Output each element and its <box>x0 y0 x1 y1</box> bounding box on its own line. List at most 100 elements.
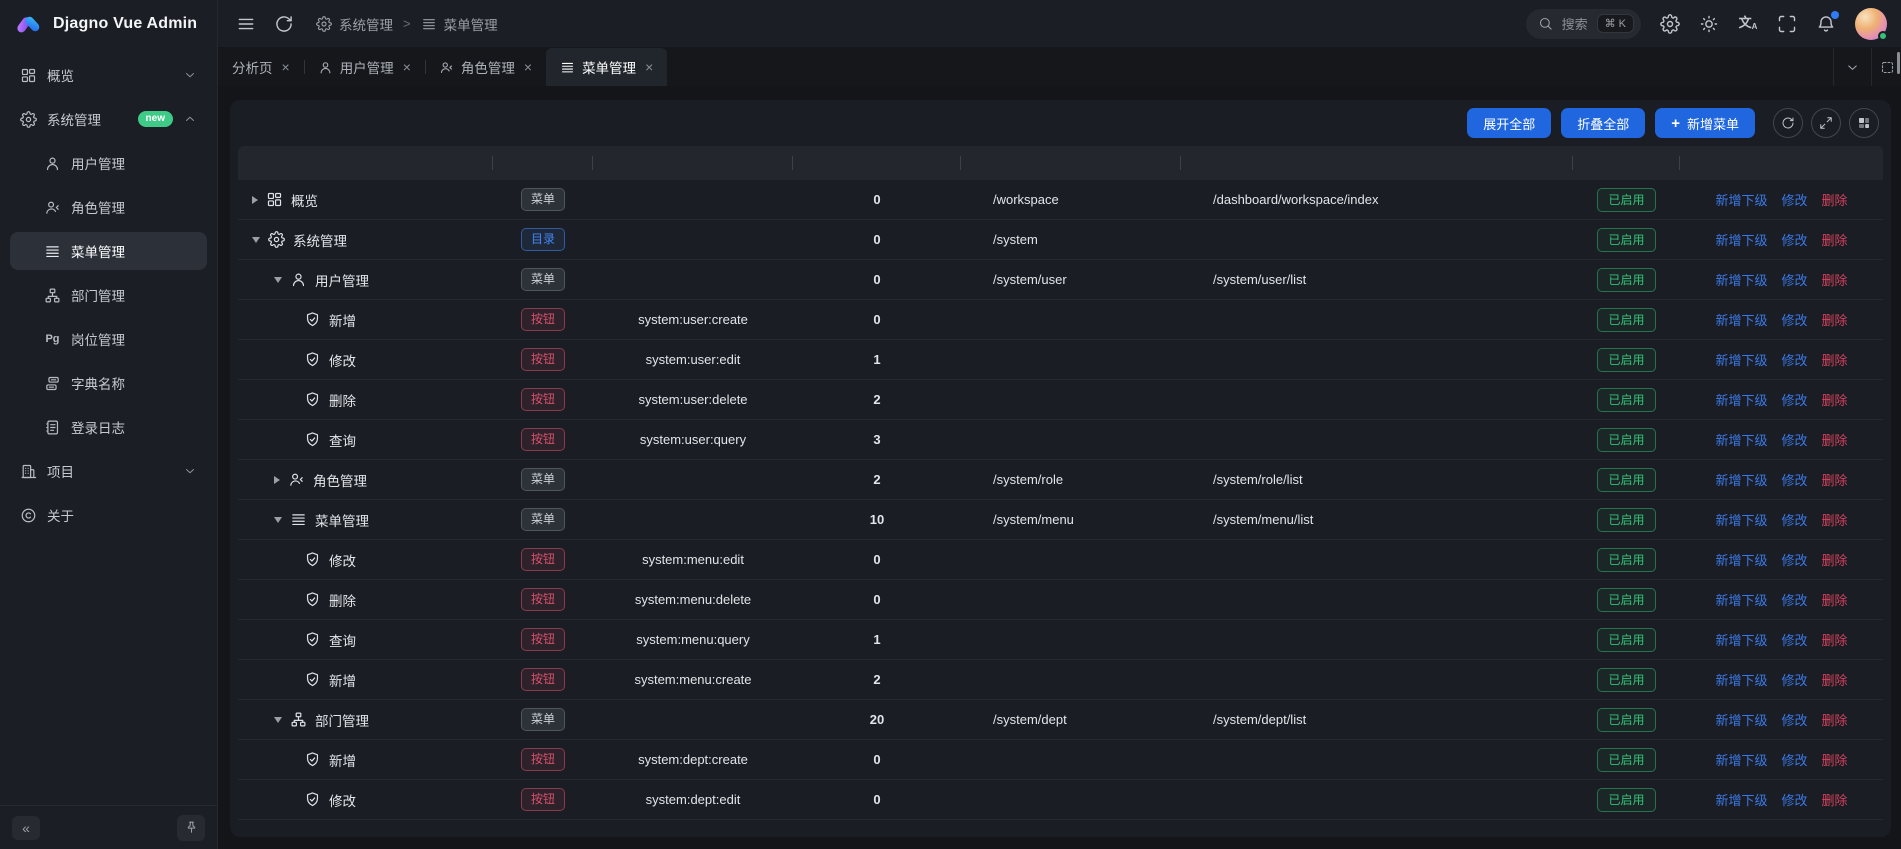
sidebar-item[interactable]: 菜单管理 <box>10 232 207 270</box>
add-child-link[interactable]: 新增下级 <box>1715 230 1767 249</box>
edit-link[interactable]: 修改 <box>1781 270 1807 289</box>
app-logo[interactable]: Djagno Vue Admin <box>0 0 217 48</box>
tab[interactable]: 分析页 × <box>218 48 304 86</box>
edit-link[interactable]: 修改 <box>1781 670 1807 689</box>
tree-toggle-icon[interactable] <box>252 196 258 204</box>
tab-list-dropdown-button[interactable] <box>1833 48 1871 86</box>
sidebar-item[interactable]: 系统管理 new <box>10 100 207 138</box>
table-row[interactable]: 概览 菜单 0 /workspace /dashboard/workspace/… <box>238 180 1883 220</box>
tree-toggle-icon[interactable] <box>274 277 282 283</box>
sidebar-item[interactable]: 登录日志 <box>10 408 207 446</box>
table-row[interactable]: 查询 按钮 system:user:query 3 已启用 <box>238 420 1883 460</box>
tab-close-icon[interactable]: × <box>403 60 411 74</box>
edit-link[interactable]: 修改 <box>1781 350 1807 369</box>
delete-link[interactable]: 删除 <box>1822 670 1848 689</box>
fullscreen-button[interactable] <box>1777 14 1797 34</box>
table-row[interactable]: 新增 按钮 system:dept:create 0 已启用 <box>238 740 1883 780</box>
sidebar-item[interactable]: 项目 <box>10 452 207 490</box>
edit-link[interactable]: 修改 <box>1781 190 1807 209</box>
collapse-all-button[interactable]: 折叠全部 <box>1561 108 1645 138</box>
sidebar-pin-button[interactable] <box>177 815 205 841</box>
table-row[interactable]: 修改 按钮 system:user:edit 1 已启用 <box>238 340 1883 380</box>
language-button[interactable]: 文A <box>1738 14 1758 34</box>
add-child-link[interactable]: 新增下级 <box>1715 390 1767 409</box>
delete-link[interactable]: 删除 <box>1822 630 1848 649</box>
refresh-table-button[interactable] <box>1773 108 1803 138</box>
notifications-button[interactable] <box>1816 14 1836 34</box>
breadcrumb-item[interactable]: 系统管理 <box>316 14 393 34</box>
edit-link[interactable]: 修改 <box>1781 630 1807 649</box>
delete-link[interactable]: 删除 <box>1822 310 1848 329</box>
add-child-link[interactable]: 新增下级 <box>1715 670 1767 689</box>
table-row[interactable]: 菜单管理 菜单 10 /system/menu /system/menu/lis… <box>238 500 1883 540</box>
delete-link[interactable]: 删除 <box>1822 510 1848 529</box>
add-child-link[interactable]: 新增下级 <box>1715 470 1767 489</box>
column-settings-button[interactable] <box>1849 108 1879 138</box>
add-child-link[interactable]: 新增下级 <box>1715 350 1767 369</box>
table-row[interactable]: 新增 按钮 system:user:create 0 已启用 <box>238 300 1883 340</box>
add-child-link[interactable]: 新增下级 <box>1715 590 1767 609</box>
delete-link[interactable]: 删除 <box>1822 190 1848 209</box>
tab-close-icon[interactable]: × <box>282 60 290 74</box>
add-child-link[interactable]: 新增下级 <box>1715 790 1767 809</box>
sidebar-item[interactable]: 部门管理 <box>10 276 207 314</box>
tab-close-icon[interactable]: × <box>645 60 653 74</box>
add-child-link[interactable]: 新增下级 <box>1715 510 1767 529</box>
table-row[interactable]: 删除 按钮 system:user:delete 2 已启用 <box>238 380 1883 420</box>
edit-link[interactable]: 修改 <box>1781 310 1807 329</box>
delete-link[interactable]: 删除 <box>1822 390 1848 409</box>
sidebar-item[interactable]: 概览 <box>10 56 207 94</box>
tab[interactable]: 角色管理 × <box>425 48 546 86</box>
table-row[interactable]: 修改 按钮 system:menu:edit 0 已启用 <box>238 540 1883 580</box>
add-child-link[interactable]: 新增下级 <box>1715 750 1767 769</box>
sidebar-collapse-button[interactable]: « <box>12 816 40 840</box>
delete-link[interactable]: 删除 <box>1822 550 1848 569</box>
add-child-link[interactable]: 新增下级 <box>1715 550 1767 569</box>
delete-link[interactable]: 删除 <box>1822 590 1848 609</box>
add-child-link[interactable]: 新增下级 <box>1715 270 1767 289</box>
delete-link[interactable]: 删除 <box>1822 350 1848 369</box>
edit-link[interactable]: 修改 <box>1781 390 1807 409</box>
table-row[interactable]: 系统管理 目录 0 /system 已启用 <box>238 220 1883 260</box>
delete-link[interactable]: 删除 <box>1822 750 1848 769</box>
table-row[interactable]: 部门管理 菜单 20 /system/dept /system/dept/lis… <box>238 700 1883 740</box>
edit-link[interactable]: 修改 <box>1781 750 1807 769</box>
table-row[interactable]: 角色管理 菜单 2 /system/role /system/role/list… <box>238 460 1883 500</box>
add-child-link[interactable]: 新增下级 <box>1715 630 1767 649</box>
edit-link[interactable]: 修改 <box>1781 230 1807 249</box>
table-row[interactable]: 删除 按钮 system:menu:delete 0 已启用 <box>238 580 1883 620</box>
table-row[interactable]: 新增 按钮 system:menu:create 2 已启用 <box>238 660 1883 700</box>
delete-link[interactable]: 删除 <box>1822 710 1848 729</box>
edit-link[interactable]: 修改 <box>1781 550 1807 569</box>
table-row[interactable]: 用户管理 菜单 0 /system/user /system/user/list… <box>238 260 1883 300</box>
tree-toggle-icon[interactable] <box>274 717 282 723</box>
add-child-link[interactable]: 新增下级 <box>1715 310 1767 329</box>
sidebar-item[interactable]: 字典名称 <box>10 364 207 402</box>
table-fullscreen-button[interactable] <box>1811 108 1841 138</box>
theme-toggle-button[interactable] <box>1699 14 1719 34</box>
sidebar-item[interactable]: Pg 岗位管理 <box>10 320 207 358</box>
table-row[interactable]: 查询 按钮 system:menu:query 1 已启用 <box>238 620 1883 660</box>
edit-link[interactable]: 修改 <box>1781 430 1807 449</box>
tab[interactable]: 用户管理 × <box>304 48 425 86</box>
sidebar-toggle-button[interactable] <box>236 14 256 34</box>
delete-link[interactable]: 删除 <box>1822 270 1848 289</box>
tab-close-icon[interactable]: × <box>524 60 532 74</box>
sidebar-item[interactable]: 用户管理 <box>10 144 207 182</box>
table-row[interactable]: 修改 按钮 system:dept:edit 0 已启用 <box>238 780 1883 820</box>
settings-button[interactable] <box>1660 14 1680 34</box>
edit-link[interactable]: 修改 <box>1781 710 1807 729</box>
delete-link[interactable]: 删除 <box>1822 790 1848 809</box>
delete-link[interactable]: 删除 <box>1822 230 1848 249</box>
tab[interactable]: 菜单管理 × <box>546 48 667 86</box>
add-child-link[interactable]: 新增下级 <box>1715 430 1767 449</box>
edit-link[interactable]: 修改 <box>1781 590 1807 609</box>
add-child-link[interactable]: 新增下级 <box>1715 190 1767 209</box>
tree-toggle-icon[interactable] <box>274 476 280 484</box>
edit-link[interactable]: 修改 <box>1781 470 1807 489</box>
add-child-link[interactable]: 新增下级 <box>1715 710 1767 729</box>
sidebar-item[interactable]: 关于 <box>10 496 207 534</box>
expand-all-button[interactable]: 展开全部 <box>1467 108 1551 138</box>
tree-toggle-icon[interactable] <box>252 237 260 243</box>
edit-link[interactable]: 修改 <box>1781 510 1807 529</box>
